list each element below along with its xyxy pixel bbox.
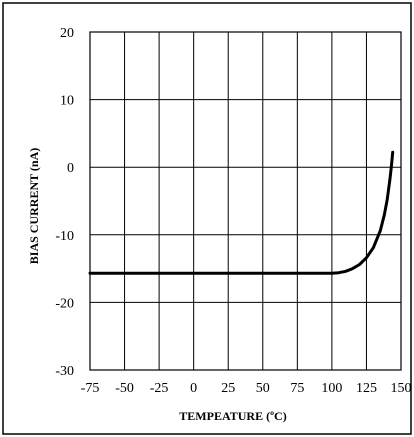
y-tick-label: 20 (60, 26, 74, 41)
x-tick-label: 100 (321, 381, 342, 396)
y-tick-label: 0 (67, 161, 74, 176)
x-tick-label: -50 (115, 381, 134, 396)
x-tick-labels: -75 -50 -25 0 25 50 75 100 125 150 (81, 381, 412, 396)
x-axis-label: TEMPEATURE (ºC) (179, 409, 286, 423)
x-tick-label: 125 (356, 381, 377, 396)
y-tick-label: -20 (55, 296, 74, 311)
bias-current-curve (88, 150, 395, 275)
y-tick-label: -10 (55, 229, 74, 244)
x-tick-label: 150 (391, 381, 412, 396)
x-tick-label: 75 (290, 381, 304, 396)
x-tick-label: 0 (190, 381, 197, 396)
x-tick-label: -75 (81, 381, 100, 396)
x-tick-label: 25 (221, 381, 235, 396)
y-tick-label: 10 (60, 94, 74, 109)
x-tick-label: 50 (256, 381, 270, 396)
y-tick-label: -30 (55, 364, 74, 379)
plot-frame (89, 31, 402, 371)
y-tick-labels: 20 10 0 -10 -20 -30 (55, 26, 74, 379)
grid-lines (90, 32, 401, 370)
x-tick-label: -25 (150, 381, 169, 396)
y-axis-label: BIAS CURRENT (nA) (27, 148, 41, 264)
